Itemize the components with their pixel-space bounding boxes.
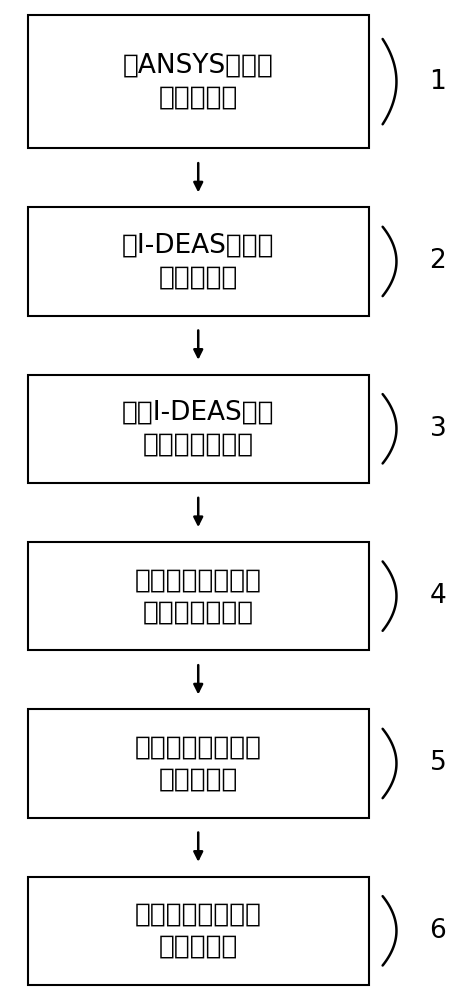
FancyBboxPatch shape [28,877,369,985]
Text: 1: 1 [430,69,446,95]
Text: 6: 6 [430,918,446,944]
Text: 在I-DEAS中建立
热分析模型: 在I-DEAS中建立 热分析模型 [122,232,274,290]
FancyBboxPatch shape [28,15,369,148]
FancyBboxPatch shape [28,709,369,818]
Text: 利用修正的温度场
计算热变形: 利用修正的温度场 计算热变形 [135,902,262,960]
FancyBboxPatch shape [28,207,369,316]
Text: 依据天线实际工况
查表获取温度场: 依据天线实际工况 查表获取温度场 [135,567,262,625]
FancyBboxPatch shape [28,542,369,650]
Text: 依据实测温度数据
修正温度场: 依据实测温度数据 修正温度场 [135,734,262,792]
Text: 2: 2 [430,248,446,274]
Text: 在ANSYS中建立
有限元模型: 在ANSYS中建立 有限元模型 [123,53,274,111]
FancyBboxPatch shape [28,375,369,483]
Text: 4: 4 [430,583,446,609]
Text: 5: 5 [430,750,446,776]
Text: 3: 3 [430,416,446,442]
Text: 通过I-DEAS软件
建立温度数据表: 通过I-DEAS软件 建立温度数据表 [122,400,274,458]
